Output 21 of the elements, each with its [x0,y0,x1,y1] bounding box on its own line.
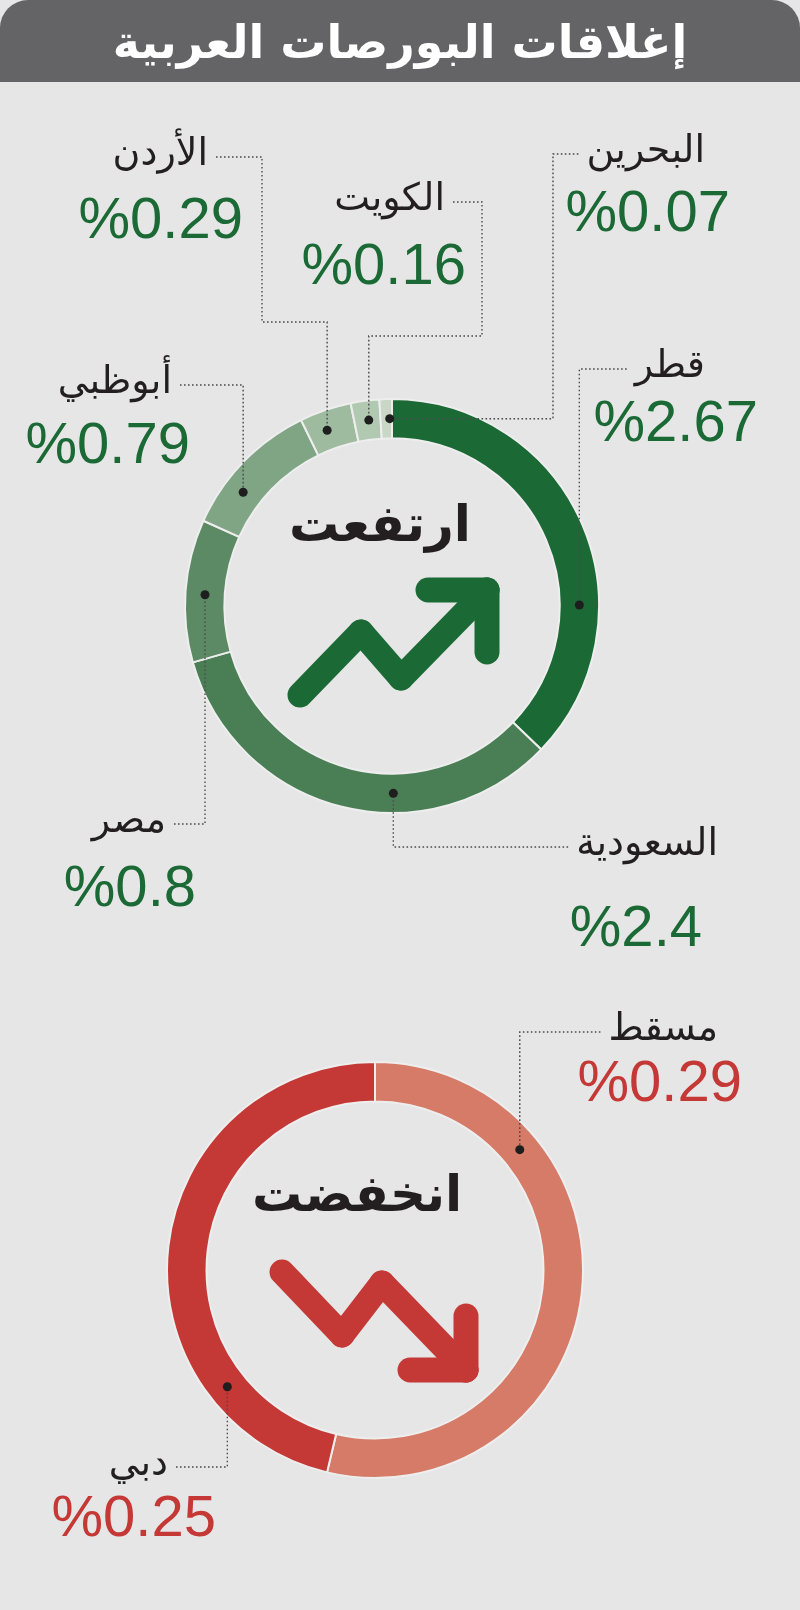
data-label: %2.67 [593,388,758,453]
slice-label: مصر [89,796,166,842]
text: انخفضت [251,1164,463,1223]
data-label: %0.25 [51,1483,216,1548]
slice-label: السعودية [576,819,718,865]
data-label: %0.79 [25,410,190,475]
slice-label: دبي [108,1439,168,1484]
data-label: %0.07 [565,178,730,243]
chart-title: إغلاقات البورصات العربية [112,13,688,71]
slice-label: مسقط [608,1004,718,1049]
slice-label: البحرين [586,126,705,172]
data-label: %0.29 [78,185,243,250]
slice-label: قطر [632,341,705,387]
data-label: %0.8 [63,853,196,918]
slice-label: أبوظبي [57,354,172,403]
text: ارتفعت [289,494,471,553]
data-label: %0.16 [301,231,466,296]
data-label: %0.29 [577,1048,742,1113]
data-label: %2.4 [569,893,702,958]
slice-label: الكويت [334,174,445,220]
slice-label: الأردن [112,127,208,174]
